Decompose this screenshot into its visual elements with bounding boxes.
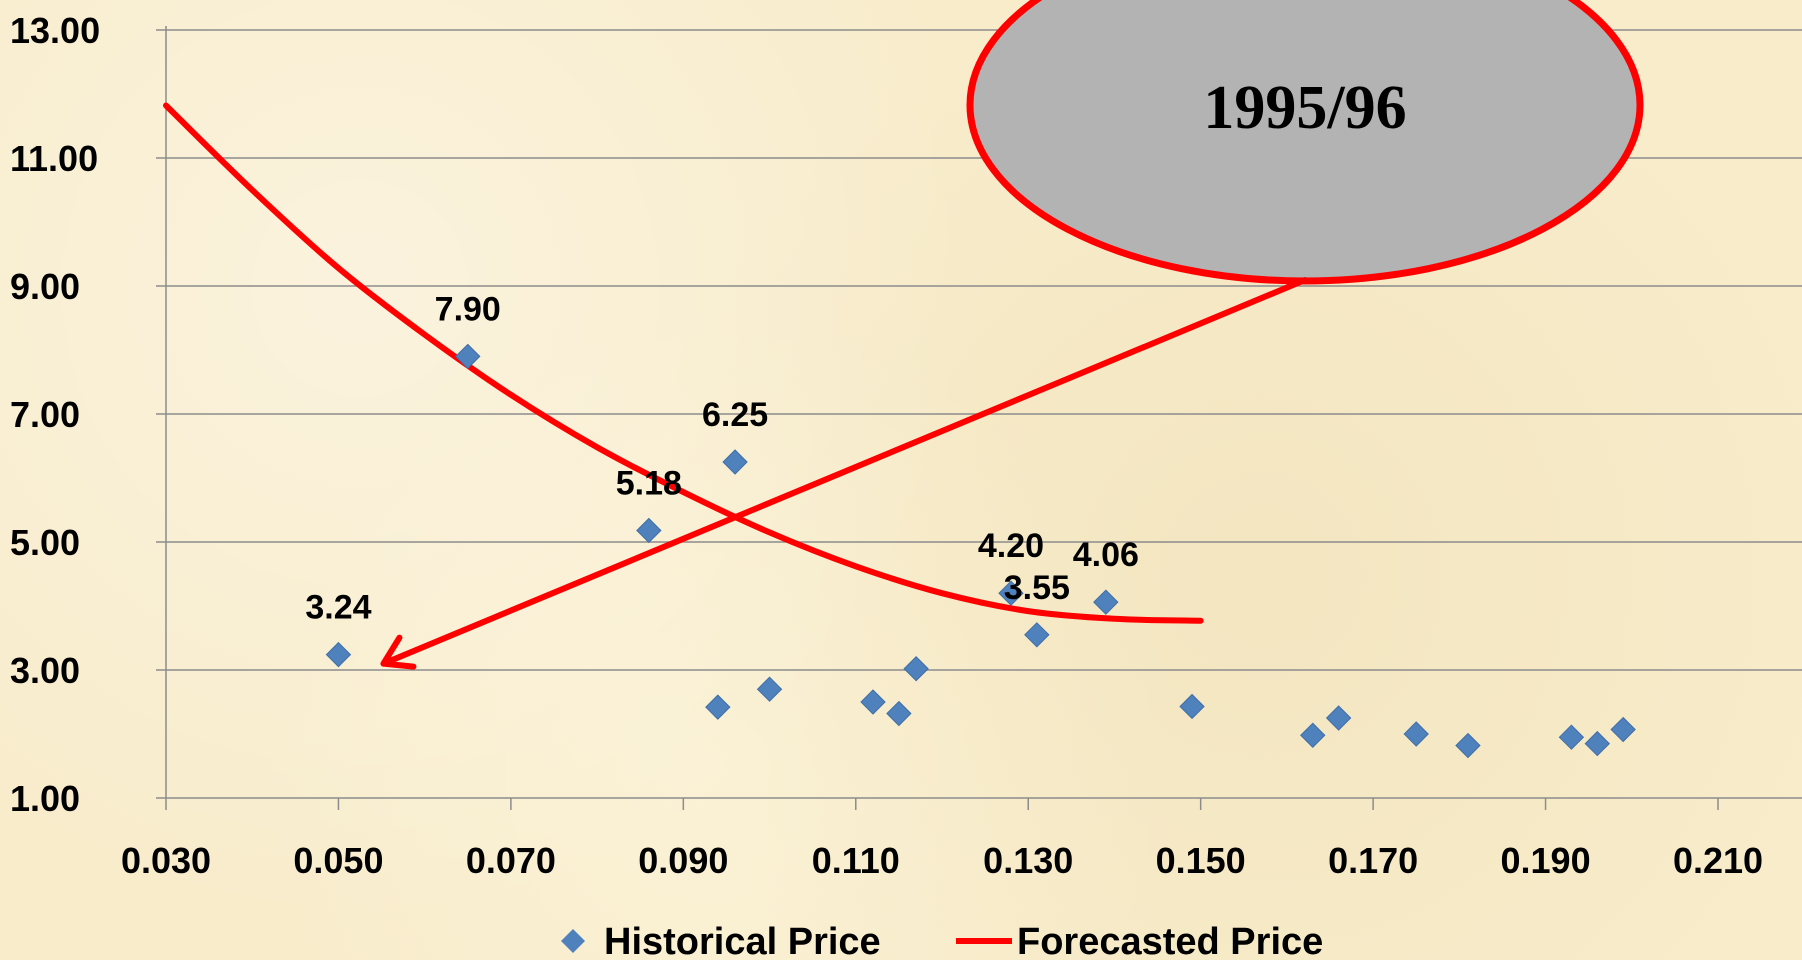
data-label: 4.20 xyxy=(978,527,1044,565)
data-label: 5.18 xyxy=(616,464,682,502)
historical-point xyxy=(1179,693,1205,720)
historical-point xyxy=(1610,716,1636,743)
x-tick-label: 0.210 xyxy=(1673,840,1763,881)
historical-point xyxy=(1403,721,1429,747)
x-axis-ticks: 0.030 0.050 0.070 0.090 0.110 0.130 0.150 0.170… xyxy=(121,798,1763,881)
historical-point xyxy=(455,343,481,370)
data-label: 3.55 xyxy=(1004,569,1070,607)
historical-point xyxy=(860,689,886,715)
x-tick-label: 0.170 xyxy=(1328,840,1418,881)
data-label: 6.25 xyxy=(702,396,768,434)
y-tick-label: 11.00 xyxy=(10,138,98,179)
y-tick-label: 13.00 xyxy=(10,10,100,51)
historical-point xyxy=(1300,722,1326,748)
x-tick-label: 0.110 xyxy=(812,840,900,881)
historical-point xyxy=(722,449,748,475)
data-label: 3.24 xyxy=(305,589,371,627)
data-labels-layer: 3.24 7.90 5.18 6.25 4.20 3.554.06 xyxy=(305,290,1139,626)
historical-point xyxy=(705,694,731,720)
legend-marker-historical xyxy=(561,929,585,953)
historical-point xyxy=(1558,724,1585,750)
y-tick-label: 7.00 xyxy=(10,394,80,435)
y-tick-label: 1.00 xyxy=(10,778,80,819)
historical-point xyxy=(1093,589,1119,615)
historical-point xyxy=(636,517,662,544)
historical-point xyxy=(1455,732,1481,759)
forecast-price-line xyxy=(163,102,1204,624)
x-tick-label: 0.130 xyxy=(983,840,1073,881)
callout-arrow xyxy=(380,277,1308,670)
x-tick-label: 0.090 xyxy=(638,840,728,881)
historical-point xyxy=(903,656,929,682)
legend-label-historical: Historical Price xyxy=(604,921,881,960)
callout-text: 1995/96 xyxy=(1203,74,1406,142)
legend-label-forecast: Forecasted Price xyxy=(1017,921,1323,960)
y-tick-label: 9.00 xyxy=(10,266,80,307)
y-tick-label: 3.00 xyxy=(10,650,80,691)
legend: Historical Price Forecasted Price xyxy=(561,921,1323,960)
y-tick-label: 5.00 xyxy=(10,522,80,563)
historical-point xyxy=(998,580,1024,606)
historical-point xyxy=(886,700,912,727)
x-tick-label: 0.030 xyxy=(121,840,211,881)
x-tick-label: 0.050 xyxy=(293,840,383,881)
historical-points-layer xyxy=(325,343,1636,759)
historical-point xyxy=(1024,622,1050,648)
x-tick-label: 0.190 xyxy=(1501,840,1591,881)
forecast-line-layer xyxy=(163,102,1204,624)
historical-point xyxy=(1325,705,1352,731)
y-axis-ticks: 1.00 3.00 5.00 7.00 9.00 11.00 13.00 xyxy=(10,10,166,819)
callout: 1995/96 xyxy=(380,0,1644,670)
x-tick-label: 0.150 xyxy=(1156,840,1246,881)
data-label: 4.06 xyxy=(1073,536,1139,574)
historical-point xyxy=(1584,730,1610,757)
x-tick-label: 0.070 xyxy=(466,840,556,881)
data-label: 7.90 xyxy=(435,290,501,328)
historical-point xyxy=(756,676,783,702)
historical-point xyxy=(325,641,352,668)
